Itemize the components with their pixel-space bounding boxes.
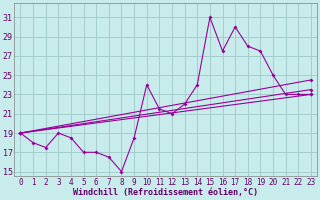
X-axis label: Windchill (Refroidissement éolien,°C): Windchill (Refroidissement éolien,°C) — [73, 188, 258, 197]
